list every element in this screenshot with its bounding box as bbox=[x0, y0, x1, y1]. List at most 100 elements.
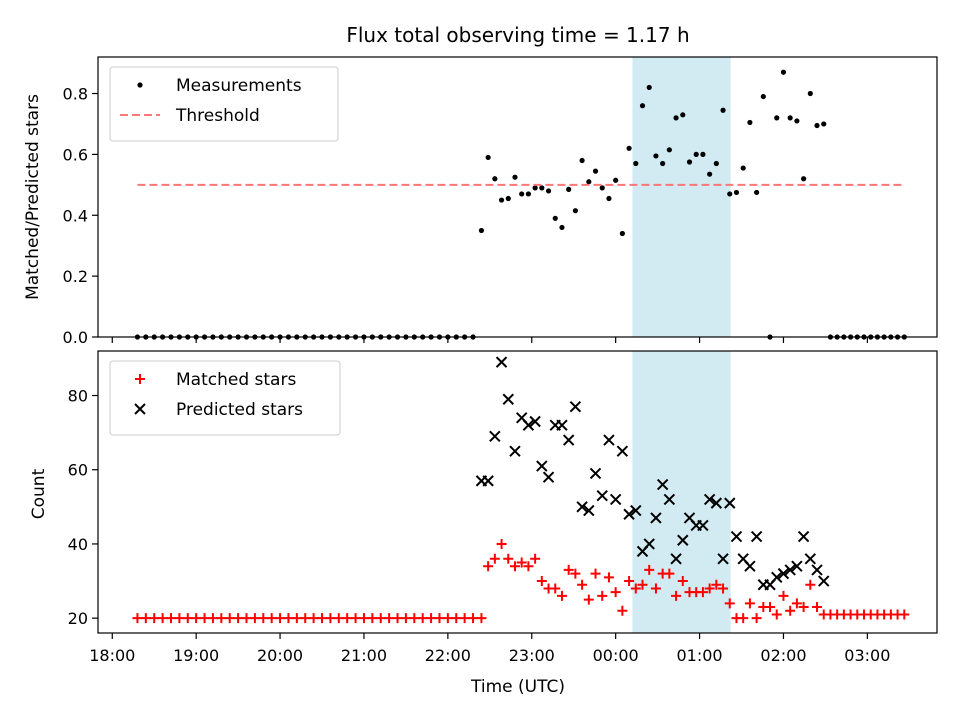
x-tick-label: 02:00 bbox=[760, 646, 806, 665]
data-point bbox=[771, 571, 783, 584]
data-point bbox=[787, 115, 793, 121]
data-point bbox=[496, 538, 507, 549]
data-point bbox=[442, 613, 453, 624]
data-point bbox=[785, 605, 796, 616]
data-point bbox=[266, 613, 277, 624]
data-point bbox=[577, 579, 588, 590]
data-point bbox=[606, 195, 612, 202]
y-tick-label: 60 bbox=[68, 461, 88, 480]
data-point bbox=[509, 445, 521, 457]
data-point bbox=[812, 602, 823, 613]
data-point bbox=[569, 400, 582, 413]
x-tick-label: 03:00 bbox=[844, 646, 890, 665]
data-point bbox=[509, 561, 520, 572]
data-point bbox=[579, 157, 585, 164]
plot-frame bbox=[97, 350, 938, 634]
legend-box bbox=[109, 360, 341, 436]
data-point bbox=[744, 598, 755, 609]
data-point bbox=[503, 553, 514, 564]
data-point bbox=[333, 613, 344, 624]
data-point bbox=[182, 613, 193, 624]
data-point bbox=[619, 230, 625, 237]
data-point bbox=[797, 530, 810, 543]
data-point bbox=[664, 568, 675, 579]
y-tick-label: 0.0 bbox=[63, 328, 88, 347]
data-point bbox=[818, 575, 830, 587]
y-tick-label: 0.4 bbox=[63, 206, 88, 225]
series-plus bbox=[132, 538, 910, 624]
data-point bbox=[384, 613, 395, 624]
data-point bbox=[132, 613, 143, 624]
chart-title: Flux total observing time = 1.17 h bbox=[346, 23, 689, 47]
data-point bbox=[451, 613, 462, 624]
x-tick-label: 20:00 bbox=[257, 646, 303, 665]
data-point bbox=[666, 147, 672, 153]
data-point bbox=[258, 613, 269, 624]
data-point bbox=[777, 567, 790, 580]
highlight-span bbox=[632, 351, 731, 633]
data-point bbox=[765, 602, 776, 613]
data-point bbox=[140, 613, 151, 624]
highlight-span bbox=[632, 57, 731, 337]
data-point bbox=[489, 430, 501, 443]
y-tick-label: 0.2 bbox=[63, 267, 88, 286]
data-point bbox=[392, 613, 403, 624]
legend-label: Threshold bbox=[175, 106, 260, 126]
data-point bbox=[670, 553, 682, 565]
data-point bbox=[523, 561, 534, 572]
data-point bbox=[677, 576, 688, 587]
data-point bbox=[700, 151, 706, 157]
data-point bbox=[559, 224, 565, 231]
data-point bbox=[623, 508, 635, 520]
data-point bbox=[703, 493, 716, 506]
plot-frame bbox=[97, 56, 938, 338]
data-point bbox=[434, 613, 445, 624]
data-point bbox=[291, 613, 302, 624]
data-point bbox=[774, 115, 780, 121]
data-point bbox=[704, 583, 715, 594]
data-point bbox=[617, 605, 628, 616]
data-point bbox=[545, 188, 552, 194]
data-point bbox=[586, 179, 592, 185]
data-point bbox=[325, 613, 336, 624]
x-tick-label: 19:00 bbox=[173, 646, 219, 665]
data-point bbox=[747, 119, 753, 126]
data-point bbox=[300, 613, 311, 624]
data-point bbox=[720, 107, 726, 113]
data-point bbox=[697, 587, 708, 598]
data-point bbox=[317, 613, 328, 624]
data-point bbox=[609, 493, 622, 506]
data-point bbox=[630, 583, 641, 594]
data-point bbox=[653, 153, 659, 159]
data-point bbox=[525, 191, 532, 197]
data-point bbox=[821, 121, 827, 127]
data-point bbox=[626, 145, 632, 151]
data-point bbox=[502, 393, 514, 405]
data-point bbox=[409, 613, 420, 624]
data-point bbox=[199, 613, 210, 624]
data-point bbox=[744, 560, 756, 572]
data-point bbox=[249, 613, 260, 624]
data-point bbox=[616, 445, 629, 457]
data-point bbox=[771, 609, 782, 620]
data-point bbox=[174, 613, 185, 624]
data-point bbox=[738, 613, 749, 624]
legend-entry: Matched stars bbox=[135, 370, 296, 390]
legend-entry: Predicted stars bbox=[134, 400, 303, 420]
data-point bbox=[707, 171, 713, 177]
data-point bbox=[697, 519, 709, 532]
data-point bbox=[624, 576, 635, 587]
data-point bbox=[811, 564, 823, 576]
data-point bbox=[468, 613, 479, 624]
data-point bbox=[671, 590, 682, 601]
data-point bbox=[646, 84, 652, 91]
data-point bbox=[733, 189, 740, 196]
data-point bbox=[727, 191, 733, 197]
data-point bbox=[275, 613, 286, 624]
data-point bbox=[498, 197, 505, 203]
data-point bbox=[798, 602, 809, 613]
data-point bbox=[350, 613, 361, 624]
legend-marker bbox=[137, 82, 143, 88]
